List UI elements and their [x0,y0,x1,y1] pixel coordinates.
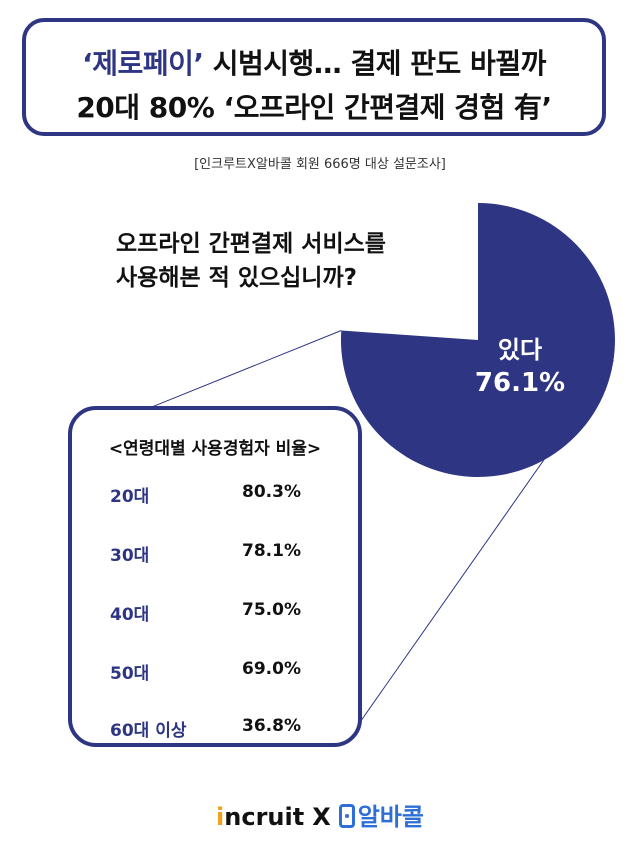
table-row: 50대 69.0% [72,659,358,689]
logo-bar: incruit X 알바콜 [0,797,640,832]
table-row: 20대 80.3% [72,482,358,512]
age-value: 80.3% [242,482,301,502]
table-row: 30대 78.1% [72,541,358,571]
age-breakdown-box: <연령대별 사용경험자 비율> 20대 80.3% 30대 78.1% 40대 … [68,406,362,747]
age-category: 20대 [110,487,150,507]
pie-slice-value: 76.1% [474,368,566,398]
age-category: 60대 이상 [110,721,187,741]
age-category: 40대 [110,605,150,625]
albacall-logo: 알바콜 [357,803,424,831]
table-row: 60대 이상 36.8% [72,716,358,746]
age-value: 36.8% [242,716,301,736]
incruit-logo-rest: ncruit [224,803,305,831]
pie-slice-yes [340,203,615,478]
incruit-logo-i: i [216,803,225,831]
headline-line-2: 20대 80% ‘오프라인 간편결제 경험 有’ [76,91,552,124]
table-row: 40대 75.0% [72,600,358,630]
pie-slice-label: 있다 [497,336,543,364]
question-line-1: 오프라인 간편결제 서비스를 [116,231,386,257]
age-category: 50대 [110,664,150,684]
phone-icon [338,804,355,828]
headline-line-1-rest: 시범시행… 결제 판도 바뀔까 [203,47,547,80]
age-category: 30대 [110,546,150,566]
incruit-logo: incruit [216,803,304,831]
headline-accent: ‘제로페이’ [82,47,204,80]
leader-line-bottom [357,360,614,726]
age-value: 78.1% [242,541,301,561]
question-line-2: 사용해본 적 있으십니까? [116,265,357,291]
survey-question: 오프라인 간편결제 서비스를 사용해본 적 있으십니까? [116,227,386,295]
logo-separator: X [312,803,331,831]
age-value: 75.0% [242,600,301,620]
survey-source: [인크루트X알바콜 회원 666명 대상 설문조사] [194,157,446,172]
age-value: 69.0% [242,659,301,679]
headline-box: ‘제로페이’ 시범시행… 결제 판도 바뀔까 20대 80% ‘오프라인 간편결… [22,18,606,136]
age-breakdown-title: <연령대별 사용경험자 비율> [108,439,322,459]
headline-line-1: ‘제로페이’ 시범시행… 결제 판도 바뀔까 [26,42,602,82]
